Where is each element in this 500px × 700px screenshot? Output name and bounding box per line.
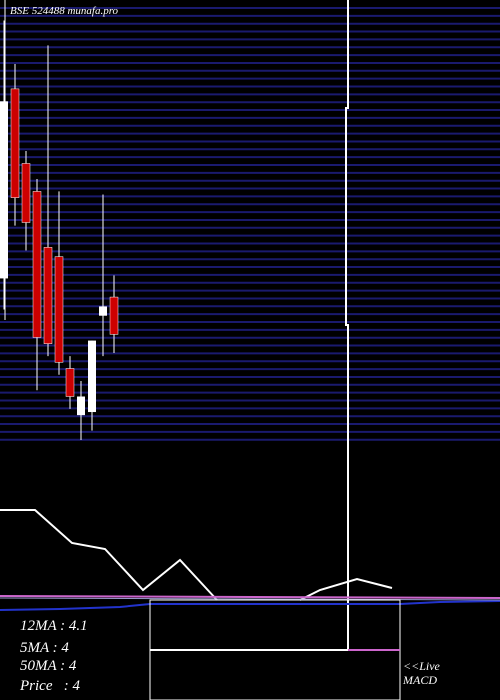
indicator-line [0,509,218,601]
candle-body [88,340,96,413]
legend-text: 50MA : 4 [20,658,77,674]
candle-body [99,306,107,316]
candle-body [43,247,53,344]
legend-text: 5MA : 4 [20,640,69,656]
ma-line-pink [0,595,500,599]
divider-line [345,0,349,650]
macd-label: MACD [402,673,437,687]
candles [0,20,119,440]
legend-text: 12MA : 4.1 [20,618,88,634]
legend-text: Price : 4 [19,678,80,694]
candle-body [54,256,64,363]
grid [0,7,500,441]
indicator-line [299,577,393,601]
live-text: <<Live [403,659,441,673]
chart-title: BSE 524488 munafa.pro [10,5,119,17]
candle-body [0,101,8,279]
candle-body [77,396,85,416]
candle-body [32,191,42,338]
candle-body [10,88,20,198]
candle-body [65,368,75,397]
candle-body [109,296,119,335]
candle-body [21,163,31,223]
ma-line-grey [0,597,500,601]
